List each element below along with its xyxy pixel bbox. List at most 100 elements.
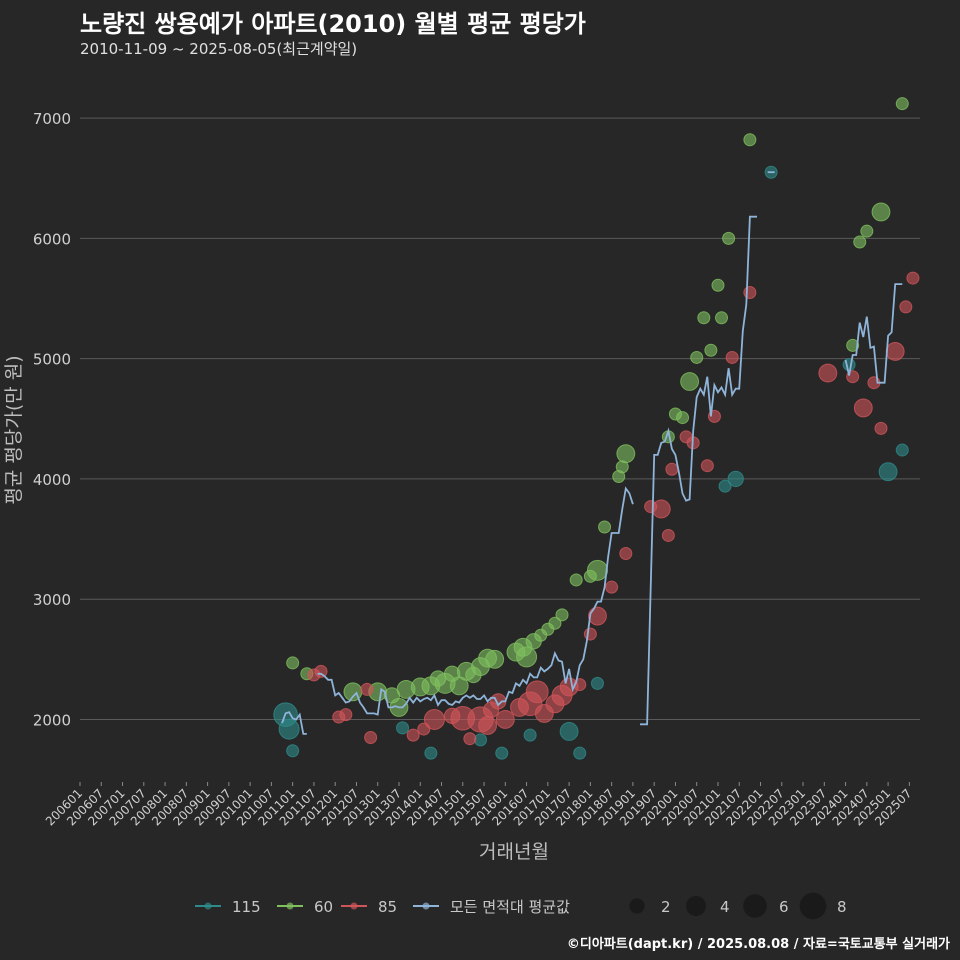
point-85 (853, 398, 873, 418)
point-85 (525, 680, 549, 704)
average-line-segment (281, 711, 307, 735)
point-60 (516, 646, 538, 668)
legend-size-label: 4 (720, 898, 730, 916)
point-115 (718, 479, 732, 493)
point-85 (463, 732, 477, 746)
average-line-segment (844, 283, 903, 384)
point-115 (278, 718, 300, 740)
point-60 (715, 311, 729, 325)
point-85 (743, 286, 757, 299)
legend-size-dot (686, 896, 706, 916)
legend: 115 60 85 모든 면적대 평균값 2 4 6 8 (195, 892, 847, 920)
y-tick-label: 6000 (33, 230, 71, 248)
point-60 (846, 338, 860, 352)
point-60 (690, 350, 704, 364)
legend-dot (286, 902, 294, 910)
point-85 (588, 606, 607, 626)
y-tick-label: 2000 (33, 711, 71, 729)
point-115 (474, 733, 488, 747)
point-60 (704, 343, 718, 357)
average-line-segment (640, 215, 757, 726)
point-60 (697, 311, 711, 325)
point-85 (818, 363, 838, 383)
point-60 (871, 202, 891, 222)
legend-dot (422, 902, 430, 910)
point-85 (899, 300, 913, 314)
point-85 (651, 499, 671, 519)
point-60 (711, 278, 725, 292)
point-115 (495, 746, 509, 760)
point-85 (495, 710, 515, 729)
legend-dot (350, 902, 358, 910)
point-60 (616, 444, 636, 464)
point-85 (360, 682, 374, 696)
legend-size-dot (629, 898, 645, 914)
point-85 (339, 708, 353, 722)
point-60 (485, 649, 505, 669)
legend-size-dot (799, 892, 827, 920)
point-85 (364, 731, 378, 744)
point-85 (885, 342, 905, 361)
point-115 (590, 676, 604, 690)
point-115 (286, 744, 300, 758)
point-60 (286, 656, 300, 670)
scatter-points (273, 97, 920, 760)
x-axis-ticks: 2006012006072007012007072008012008072009… (43, 782, 914, 829)
point-85 (874, 421, 888, 435)
legend-label: 115 (232, 898, 261, 916)
legend-size-label: 2 (661, 898, 671, 916)
series-85 (307, 271, 920, 746)
point-60 (548, 616, 562, 630)
point-60 (555, 608, 569, 622)
point-115 (573, 746, 587, 760)
point-115 (895, 443, 909, 457)
point-85 (605, 580, 619, 594)
legend-size-label: 6 (779, 898, 789, 916)
point-115 (396, 721, 410, 735)
gridlines (80, 117, 920, 720)
point-60 (676, 411, 690, 425)
point-85 (583, 627, 597, 641)
y-tick-label: 5000 (33, 351, 71, 369)
point-60 (722, 231, 736, 245)
point-115 (559, 722, 579, 741)
y-tick-label: 3000 (33, 591, 71, 609)
legend-dot (204, 902, 212, 910)
chart-subtitle: 2010-11-09 ~ 2025-08-05(최근계약일) (80, 40, 358, 58)
point-60 (860, 224, 874, 238)
legend-label: 85 (378, 898, 397, 916)
legend-size-label: 8 (837, 898, 847, 916)
y-tick-label: 4000 (33, 471, 71, 489)
point-60 (895, 97, 909, 111)
footer-credit: ©디아파트(dapt.kr) / 2025.08.08 / 자료=국토교통부 실… (566, 937, 950, 952)
point-85 (700, 459, 714, 473)
point-85 (725, 350, 739, 364)
legend-label: 60 (314, 898, 333, 916)
point-60 (680, 372, 700, 391)
point-85 (423, 708, 445, 730)
point-60 (586, 559, 608, 581)
series-115 (273, 165, 909, 760)
point-85 (665, 462, 679, 476)
point-85 (661, 528, 675, 542)
point-60 (598, 520, 612, 534)
point-115 (878, 462, 898, 482)
point-85 (619, 546, 633, 560)
series-60 (286, 97, 909, 717)
average-line (281, 171, 903, 735)
average-line-segment (317, 486, 634, 716)
point-115 (523, 728, 537, 742)
point-60 (569, 573, 583, 587)
legend-size-dot (743, 894, 767, 918)
y-tick-label: 7000 (33, 110, 71, 128)
y-axis-ticks: 2000 3000 4000 5000 6000 7000 (33, 110, 71, 729)
point-85 (406, 728, 420, 742)
point-115 (727, 470, 744, 488)
legend-label: 모든 면적대 평균값 (450, 898, 570, 916)
point-60 (853, 235, 867, 249)
point-85 (906, 271, 920, 285)
chart-title: 노량진 쌍용예가 아파트(2010) 월별 평균 평당가 (80, 10, 586, 38)
point-115 (424, 746, 438, 760)
y-axis-label: 평균 평당가(만 원) (3, 355, 25, 504)
